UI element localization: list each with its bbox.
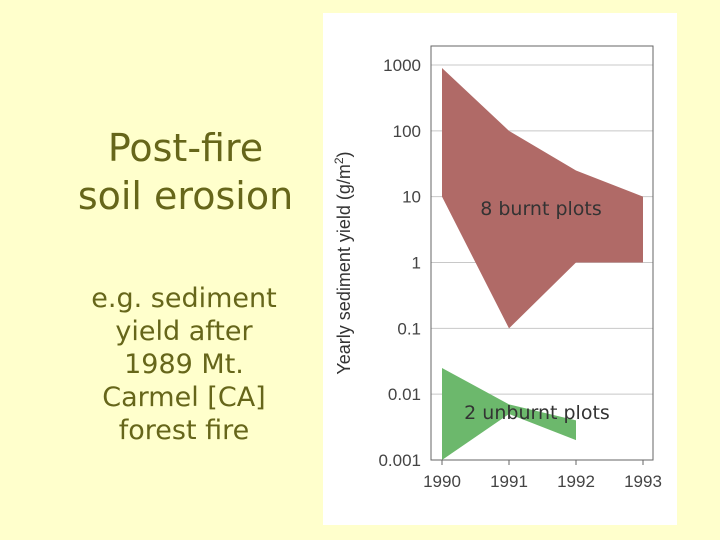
y-tick-label-5: 0.01 <box>388 385 421 404</box>
subtitle-line-1: e.g. sediment <box>91 283 277 314</box>
slide-title-line-1: Post-fire <box>107 126 264 170</box>
y-tick-label-6: 0.001 <box>378 451 421 470</box>
y-tick-label-1: 100 <box>393 122 421 141</box>
x-tick-label-2: 1992 <box>557 472 595 491</box>
series-label-1: 2 unburnt plots <box>464 402 610 424</box>
y-tick-label-4: 0.1 <box>397 319 421 338</box>
x-tick-label-0: 1990 <box>423 472 461 491</box>
slide-title: Post-fire soil erosion <box>58 124 313 220</box>
subtitle-line-3: 1989 Mt. <box>124 349 244 380</box>
subtitle-line-4: Carmel [CA] <box>102 382 266 413</box>
figure-panel: 1000 100 10 1 0.1 0.01 0.001 1990 1991 1992 1993 Ye… <box>323 13 677 525</box>
series-label-0: 8 burnt plots <box>480 198 602 220</box>
series-area-0 <box>442 68 643 329</box>
slide-title-line-2: soil erosion <box>77 174 294 218</box>
x-tick-label-3: 1993 <box>624 472 662 491</box>
y-axis-label: Yearly sediment yield (g/m2) <box>332 151 354 374</box>
plot-frame <box>430 45 654 461</box>
subtitle-line-2: yield after <box>115 316 253 347</box>
slide-subtitle: e.g. sediment yield after 1989 Mt. Carme… <box>78 282 290 447</box>
subtitle-line-5: forest fire <box>118 415 250 446</box>
y-tick-label-0: 1000 <box>383 56 421 75</box>
series-area-1 <box>442 367 576 460</box>
x-tick-label-1: 1991 <box>490 472 528 491</box>
y-tick-label-3: 1 <box>412 254 421 273</box>
y-tick-label-2: 10 <box>402 188 421 207</box>
